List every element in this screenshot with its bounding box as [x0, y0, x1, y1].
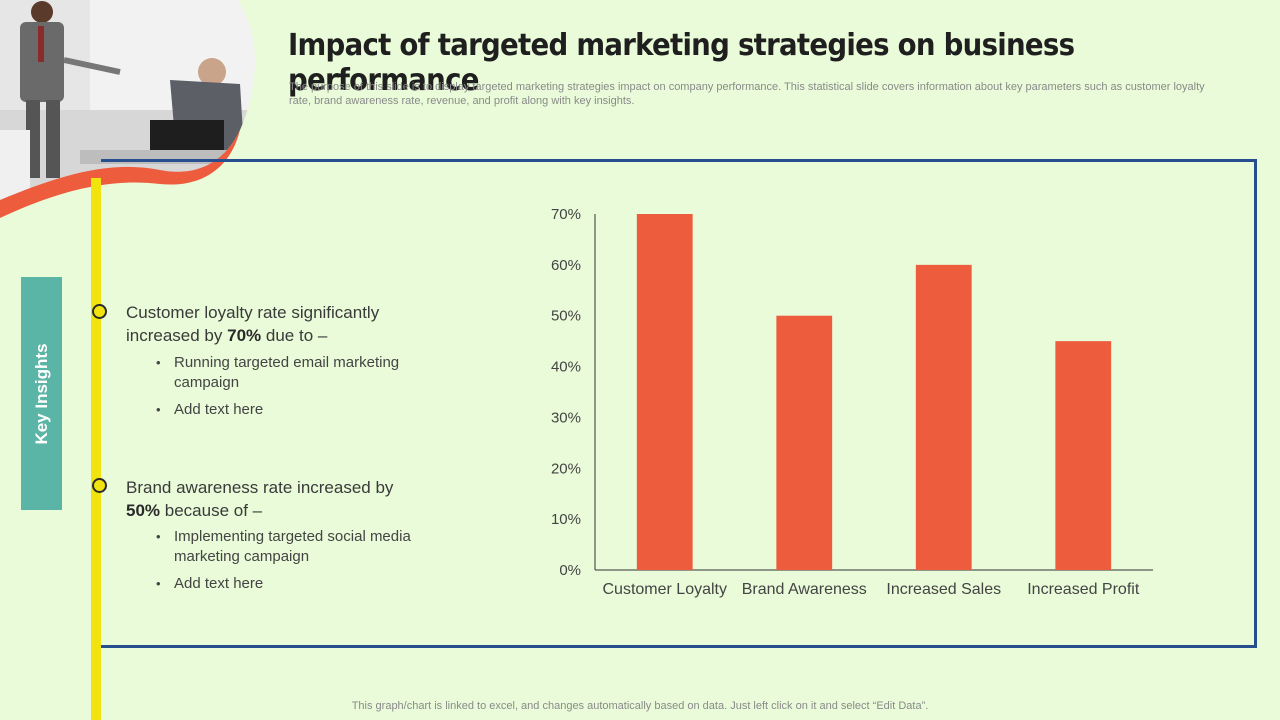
- insight-2-text: Brand awareness rate increased by: [126, 478, 394, 497]
- bar-customer-loyalty: [636, 214, 693, 570]
- bullet-item: Add text here: [156, 574, 416, 594]
- x-tick-label: Brand Awareness: [742, 581, 867, 598]
- insight-heading-1: Customer loyalty rate significantly incr…: [126, 301, 426, 347]
- bullet-item: Add text here: [156, 400, 416, 420]
- x-tick-label: Increased Profit: [1027, 581, 1140, 598]
- timeline-dot-2: [92, 478, 107, 493]
- y-tick-label: 10%: [551, 511, 581, 528]
- insight-1-value: 70%: [227, 326, 262, 345]
- insight-2-value: 50%: [126, 501, 161, 520]
- bar-chart[interactable]: 0% 10% 20% 30% 40% 50% 60% 70% Customer Loyalty B…: [530, 195, 1170, 605]
- insight-1-suffix: due to –: [261, 326, 328, 345]
- timeline-dot-1: [92, 304, 107, 319]
- bullet-item: Running targeted email marketing campaig…: [156, 353, 416, 393]
- y-tick-label: 50%: [551, 308, 581, 325]
- bar-increased-profit: [1055, 341, 1112, 570]
- insight-1-bullets: Running targeted email marketing campaig…: [156, 353, 416, 427]
- x-tick-label: Increased Sales: [886, 581, 1001, 598]
- page-title: Impact of targeted marketing strategies …: [288, 28, 1075, 98]
- bar-increased-sales: [915, 264, 972, 570]
- x-tick-label: Customer Loyalty: [603, 581, 728, 598]
- footer-note: This graph/chart is linked to excel, and…: [351, 700, 929, 712]
- bullet-item: Implementing targeted social media marke…: [156, 527, 416, 567]
- y-tick-label: 60%: [551, 257, 581, 274]
- key-insights-tab: Key Insights: [21, 277, 62, 510]
- key-insights-label: Key Insights: [31, 342, 51, 445]
- y-tick-label: 70%: [551, 206, 581, 223]
- y-tick-label: 40%: [551, 359, 581, 376]
- page-subtitle: The purpose of this slide is to display …: [289, 81, 1205, 107]
- timeline-line: [91, 178, 101, 720]
- y-tick-label: 30%: [551, 409, 581, 426]
- bar-brand-awareness: [776, 315, 833, 570]
- y-tick-label: 0%: [559, 562, 581, 579]
- content-frame: [101, 159, 1257, 648]
- y-tick-label: 20%: [551, 460, 581, 477]
- insight-1-text: Customer loyalty rate significantly incr…: [126, 303, 380, 345]
- insight-2-suffix: because of –: [160, 501, 263, 520]
- insight-heading-2: Brand awareness rate increased by 50% be…: [126, 476, 426, 522]
- insight-2-bullets: Implementing targeted social media marke…: [156, 527, 416, 601]
